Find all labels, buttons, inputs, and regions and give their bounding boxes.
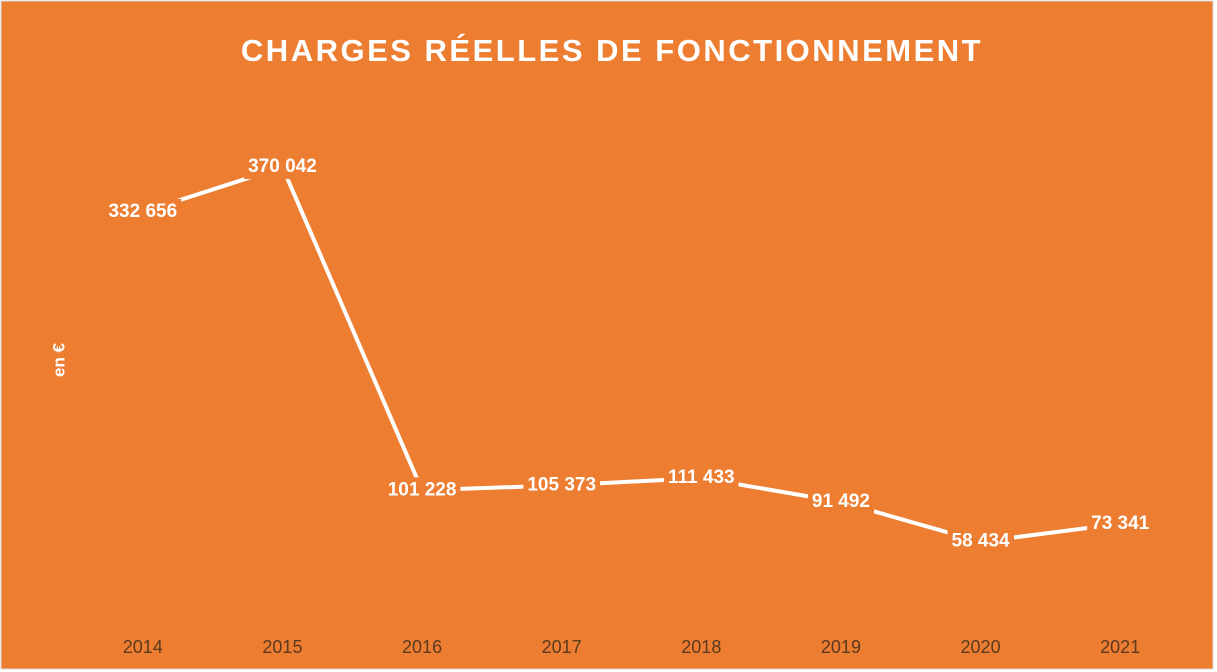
data-label-background	[664, 465, 739, 491]
x-tick-label: 2021	[1100, 637, 1140, 657]
data-label: 370 042	[248, 156, 317, 177]
x-tick-label: 2016	[402, 637, 442, 657]
x-tick-label: 2015	[262, 637, 302, 657]
data-label-background	[383, 477, 461, 503]
x-tick-label: 2017	[542, 637, 582, 657]
chart-title: CHARGES RÉELLES DE FONCTIONNEMENT	[241, 33, 983, 68]
x-tick-label: 2019	[821, 637, 861, 657]
data-label: 91 492	[812, 491, 870, 512]
data-label-background	[947, 528, 1015, 554]
data-label-background	[1087, 510, 1154, 536]
data-label: 101 228	[388, 479, 457, 500]
data-label: 105 373	[527, 474, 596, 495]
data-label-background	[244, 154, 321, 180]
x-tick-label: 2020	[961, 637, 1001, 657]
data-label: 58 434	[952, 531, 1011, 552]
data-label: 332 656	[108, 201, 177, 222]
data-label-background	[523, 472, 601, 498]
x-tick-label: 2014	[123, 637, 163, 657]
y-axis-title: en €	[49, 342, 68, 377]
x-tick-label: 2018	[681, 637, 721, 657]
data-label: 111 433	[668, 467, 735, 488]
data-label-background	[807, 488, 874, 514]
data-label-background	[104, 198, 182, 224]
data-label: 73 341	[1091, 513, 1150, 534]
